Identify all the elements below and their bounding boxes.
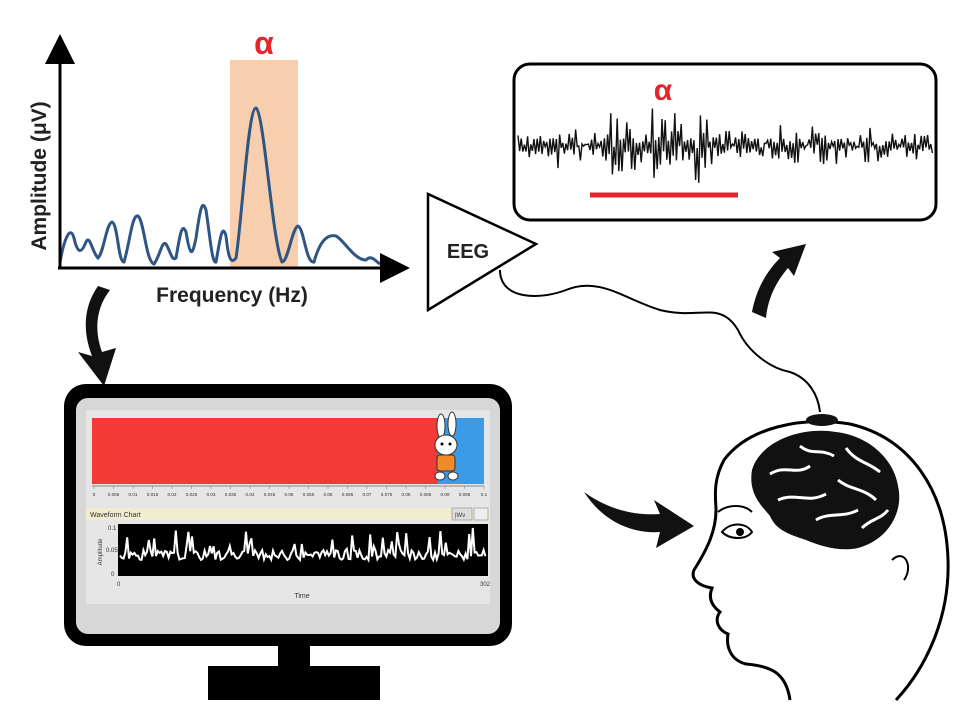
waveform-x-end: 302	[480, 582, 491, 588]
scale-tick-label: 0.025	[186, 492, 198, 497]
waveform-chart-button[interactable]	[451, 507, 473, 521]
scale-tick-label: 0.055	[303, 492, 315, 497]
eeg-amplifier-triangle	[426, 192, 539, 313]
scale-tick-label: 0.075	[381, 492, 393, 497]
monitor-base	[208, 666, 380, 700]
arrow-monitor-to-head	[584, 492, 694, 548]
waveform-chart-title: Waveform Chart	[90, 512, 141, 519]
scalp-electrode	[806, 414, 838, 426]
scale-tick-label: 0.015	[147, 492, 159, 497]
scale-tick-label: 0.06	[324, 492, 333, 497]
eyebrow	[717, 505, 753, 513]
waveform-y-tick-top: 0.1	[108, 526, 117, 532]
raw-eeg-trace	[517, 108, 934, 183]
monitor: 0 0.005 0.01 0.015 0.02 0.025 0.03 0.035 0.04 0.0…	[64, 384, 512, 700]
alpha-band-label: α	[254, 25, 274, 61]
scale-tick-label: 0.095	[459, 492, 471, 497]
scale-tick-label: 0.005	[108, 492, 120, 497]
raw-eeg-panel: α	[512, 62, 938, 222]
rabbit-mascot-icon	[434, 411, 459, 481]
scale-tick-label: 0.04	[246, 492, 255, 497]
raw-alpha-label: α	[654, 74, 673, 107]
waveform-y-tick-zero: 0	[111, 572, 115, 578]
scale-tick-label: 0.09	[441, 492, 450, 497]
waveform-chart-header	[86, 508, 490, 520]
scale-tick-label: 0.02	[168, 492, 177, 497]
scale-tick-label: 0.035	[225, 492, 237, 497]
brain-icon	[751, 430, 900, 550]
head-outline	[691, 420, 950, 702]
spectrum-x-axis-label: Frequency (Hz)	[156, 284, 308, 307]
scale-tick-label: 0.05	[285, 492, 294, 497]
scale-tick-label: 0.08	[402, 492, 411, 497]
arrow-spectrum-to-monitor	[78, 286, 116, 386]
eeg-amplifier: EEG	[426, 192, 821, 413]
ear-icon	[891, 555, 910, 581]
scale-tick-label: 0.01	[129, 492, 138, 497]
head-profile	[691, 414, 950, 702]
waveform-y-tick-mid: 0.05	[106, 548, 118, 554]
waveform-chart-button-label: |Wv	[455, 513, 465, 519]
eeg-amplifier-label: EEG	[447, 241, 489, 263]
scale-tick-label: 0.045	[264, 492, 276, 497]
scale-tick-label: 0.07	[363, 492, 372, 497]
waveform-x-label: Time	[294, 593, 309, 600]
electrode-cable	[499, 269, 821, 413]
waveform-chart-icon[interactable]	[473, 507, 489, 521]
feedback-bar	[92, 418, 438, 484]
alpha-band-highlight	[230, 60, 298, 268]
spectrum-y-axis-label: Amplitude (μV)	[28, 101, 51, 250]
scale-tick-label: 0.1	[481, 492, 488, 497]
scale-tick-label: 0.085	[420, 492, 432, 497]
spectrum-panel: α Amplitude (μV) Frequency (Hz)	[28, 25, 410, 307]
arrow-head-to-eeg	[752, 244, 806, 318]
waveform-x-start: 0	[117, 582, 121, 588]
scale-tick-label: 0.03	[207, 492, 216, 497]
scale-tick-label: 0	[93, 492, 96, 497]
waveform-trace	[119, 527, 487, 564]
waveform-y-label: Amplitude	[98, 538, 104, 565]
scale-tick-label: 0.065	[342, 492, 354, 497]
spectrum-curve	[58, 106, 381, 266]
feedback-scale-ticks: 0 0.005 0.01 0.015 0.02 0.025 0.03 0.035 0.04 0.0…	[93, 486, 488, 497]
